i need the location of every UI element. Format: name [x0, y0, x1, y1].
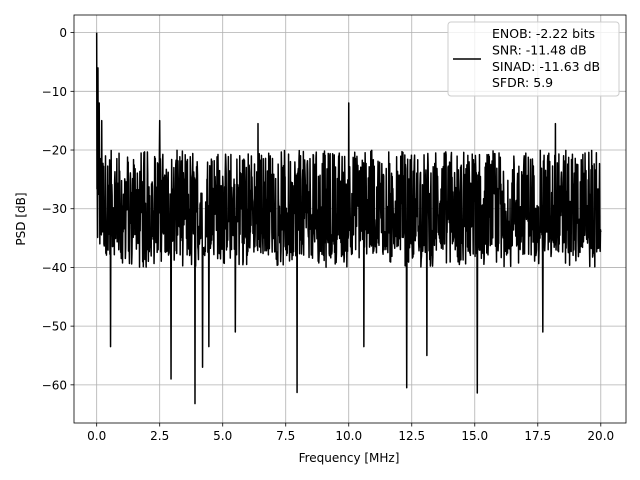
x-tick-label: 7.5	[276, 429, 295, 443]
legend-entry: SFDR: 5.9	[492, 75, 553, 90]
y-tick-label: −20	[42, 144, 67, 158]
y-tick-label: −10	[42, 85, 67, 99]
x-tick-label: 5.0	[213, 429, 232, 443]
y-tick-label: −50	[42, 320, 67, 334]
y-tick-label: 0	[59, 26, 67, 40]
y-tick-label: −30	[42, 202, 67, 216]
x-tick-label: 2.5	[150, 429, 169, 443]
x-tick-label: 0.0	[87, 429, 106, 443]
plot-frame	[73, 14, 627, 424]
legend-box	[447, 21, 620, 97]
legend-entry: ENOB: -2.22 bits	[492, 26, 595, 41]
y-tick-label: −40	[42, 261, 67, 275]
legend-entry: SINAD: -11.63 dB	[492, 59, 600, 74]
x-tick-label: 15.0	[461, 429, 488, 443]
series-layer	[95, 32, 602, 405]
x-tick-label: 12.5	[398, 429, 425, 443]
x-tick-label: 17.5	[524, 429, 551, 443]
axes: 0.0 2.5 5.0 7.5 10.0 12.5 15.0 17.5 20.0 0 −10 −20 −…	[42, 14, 627, 443]
psd-series-line	[95, 32, 602, 405]
y-axis-label: PSD [dB]	[14, 192, 28, 245]
x-axis-label: Frequency [MHz]	[299, 451, 400, 465]
y-tick-label: −60	[42, 378, 67, 392]
legend-entry: SNR: -11.48 dB	[492, 42, 587, 57]
x-tick-label: 10.0	[335, 429, 362, 443]
x-tick-label: 20.0	[587, 429, 614, 443]
